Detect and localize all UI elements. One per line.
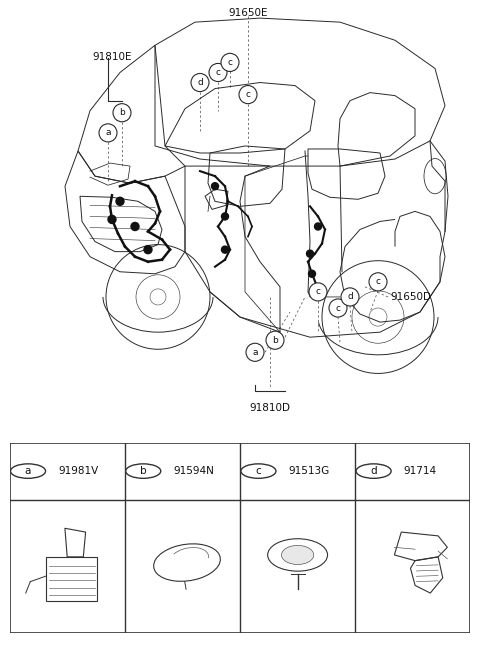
Circle shape — [221, 54, 239, 72]
Circle shape — [131, 222, 139, 231]
Text: b: b — [272, 336, 278, 345]
Text: c: c — [375, 277, 381, 286]
Circle shape — [307, 250, 313, 257]
Circle shape — [309, 270, 315, 277]
Circle shape — [309, 283, 327, 301]
Text: 91810D: 91810D — [250, 402, 290, 413]
Text: 91650D: 91650D — [390, 292, 431, 302]
Text: c: c — [216, 68, 220, 77]
Text: c: c — [228, 58, 232, 67]
Circle shape — [209, 63, 227, 81]
Text: d: d — [197, 78, 203, 87]
Text: d: d — [370, 466, 377, 476]
Text: 91714: 91714 — [404, 466, 437, 476]
Circle shape — [369, 273, 387, 291]
Circle shape — [108, 215, 116, 224]
Text: 91810E: 91810E — [92, 52, 132, 63]
Circle shape — [241, 464, 276, 478]
Circle shape — [221, 246, 228, 253]
Text: c: c — [336, 304, 340, 313]
Circle shape — [191, 74, 209, 92]
Circle shape — [126, 464, 161, 478]
Circle shape — [314, 223, 322, 230]
Text: 91981V: 91981V — [58, 466, 98, 476]
Circle shape — [246, 343, 264, 361]
Text: b: b — [119, 109, 125, 117]
Text: c: c — [315, 287, 321, 297]
Circle shape — [113, 103, 131, 122]
Text: 91594N: 91594N — [173, 466, 214, 476]
Circle shape — [356, 464, 391, 478]
Text: c: c — [255, 466, 261, 476]
Circle shape — [341, 288, 359, 306]
Text: 91650E: 91650E — [228, 8, 268, 18]
Text: d: d — [347, 293, 353, 302]
Circle shape — [329, 299, 347, 317]
Circle shape — [99, 124, 117, 142]
Text: a: a — [25, 466, 31, 476]
Circle shape — [116, 197, 124, 205]
Text: b: b — [140, 466, 146, 476]
Text: c: c — [245, 90, 251, 99]
Ellipse shape — [281, 545, 314, 565]
Circle shape — [144, 245, 152, 254]
Text: a: a — [252, 348, 258, 357]
Circle shape — [11, 464, 46, 478]
Circle shape — [212, 183, 218, 190]
Circle shape — [239, 85, 257, 103]
Circle shape — [266, 331, 284, 349]
Circle shape — [221, 213, 228, 220]
Text: 91513G: 91513G — [288, 466, 330, 476]
Text: a: a — [105, 129, 111, 138]
